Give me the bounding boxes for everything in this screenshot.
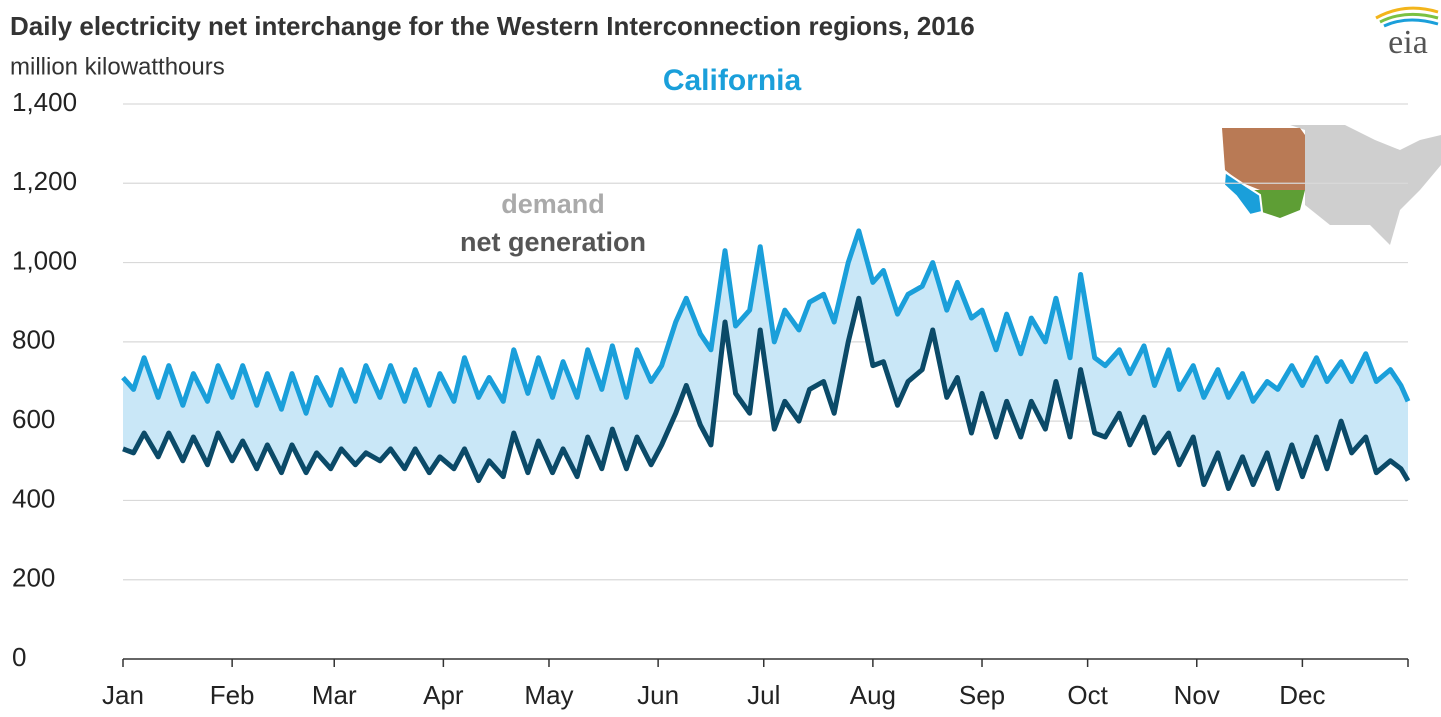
x-tick-label: Jan [102, 680, 144, 710]
y-tick-label: 1,000 [12, 245, 77, 275]
x-tick-label: Jul [747, 680, 780, 710]
series-line [121, 228, 1411, 416]
region-map [1222, 125, 1441, 245]
chart-subtitle: million kilowatthours [10, 53, 225, 80]
logo: eia [1375, 6, 1439, 61]
x-tick-label: Jun [637, 680, 679, 710]
x-tick-label: Oct [1067, 680, 1108, 710]
x-tick-label: May [524, 680, 573, 710]
chart-title: Daily electricity net interchange for th… [10, 11, 975, 41]
x-tick-label: Feb [210, 680, 255, 710]
x-tick-label: Mar [312, 680, 357, 710]
x-tick-label: Nov [1174, 680, 1220, 710]
x-tick-label: Apr [423, 680, 464, 710]
series-line [122, 295, 1411, 492]
y-tick-label: 0 [12, 642, 26, 672]
y-tick-label: 800 [12, 325, 55, 355]
net-generation-annotation: net generation [460, 227, 646, 257]
y-tick-label: 1,400 [12, 87, 77, 117]
y-tick-label: 400 [12, 483, 55, 513]
logo-text: eia [1388, 24, 1428, 61]
demand-annotation: demand [501, 189, 605, 219]
y-tick-label: 1,200 [12, 166, 77, 196]
x-tick-label: Sep [959, 680, 1005, 710]
y-tick-label: 200 [12, 563, 55, 593]
x-tick-label: Dec [1279, 680, 1325, 710]
region-label: California [663, 64, 802, 97]
x-tick-label: Aug [850, 680, 896, 710]
y-tick-label: 600 [12, 404, 55, 434]
